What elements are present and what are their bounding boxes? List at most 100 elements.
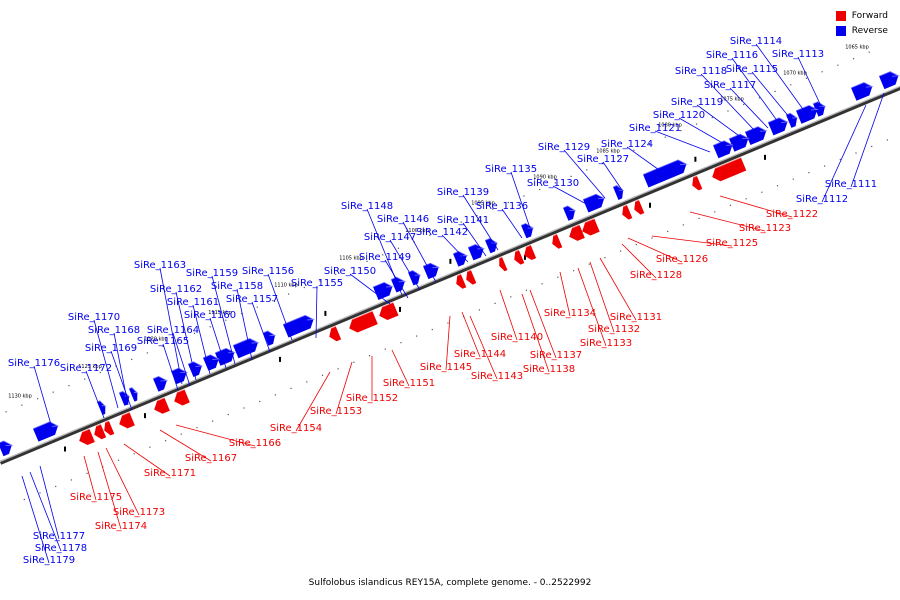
reverse-gene-label[interactable]: SiRe_1156 [242, 266, 294, 277]
reverse-gene-label[interactable]: SiRe_1168 [88, 325, 140, 336]
forward-gene-label[interactable]: SiRe_1144 [454, 349, 506, 360]
reverse-gene-label[interactable]: SiRe_1160 [184, 310, 236, 321]
forward-gene[interactable] [550, 233, 563, 250]
reverse-gene[interactable] [282, 313, 316, 338]
forward-gene[interactable] [92, 423, 107, 441]
forward-gene[interactable] [172, 389, 190, 407]
forward-gene[interactable] [327, 326, 342, 343]
forward-gene-label[interactable]: SiRe_1134 [544, 308, 596, 319]
legend-item-reverse[interactable]: Reverse [835, 23, 888, 38]
reverse-gene-label[interactable]: SiRe_1159 [186, 268, 238, 279]
forward-gene[interactable] [580, 218, 600, 238]
forward-gene-label[interactable]: SiRe_1151 [383, 378, 435, 389]
reverse-gene-label[interactable]: SiRe_1119 [671, 97, 723, 108]
reverse-gene-label[interactable]: SiRe_1162 [150, 284, 202, 295]
forward-gene-label[interactable]: SiRe_1140 [491, 332, 543, 343]
forward-gene-label[interactable]: SiRe_1171 [144, 468, 196, 479]
reverse-gene-label[interactable]: SiRe_1170 [68, 312, 120, 323]
reverse-gene-label[interactable]: SiRe_1127 [577, 154, 629, 165]
forward-gene-label[interactable]: SiRe_1138 [523, 364, 575, 375]
reverse-gene[interactable] [214, 346, 237, 366]
reverse-gene[interactable] [232, 336, 261, 359]
reverse-gene-label[interactable]: SiRe_1161 [167, 297, 219, 308]
reverse-gene-label[interactable]: SiRe_1146 [377, 214, 429, 225]
forward-gene[interactable] [102, 420, 115, 437]
legend-item-forward[interactable]: Forward [835, 8, 888, 23]
forward-gene-label[interactable]: SiRe_1123 [739, 223, 791, 234]
forward-gene[interactable] [77, 428, 95, 447]
forward-gene-label[interactable]: SiRe_1153 [310, 406, 362, 417]
reverse-gene-label[interactable]: SiRe_1118 [675, 66, 727, 77]
reverse-gene-label[interactable]: SiRe_1139 [437, 187, 489, 198]
reverse-gene-label[interactable]: SiRe_1111 [825, 179, 877, 190]
reverse-gene[interactable] [562, 204, 578, 221]
reverse-gene-label[interactable]: SiRe_1179 [23, 555, 75, 566]
forward-gene-label[interactable]: SiRe_1143 [471, 371, 523, 382]
forward-gene-label[interactable]: SiRe_1173 [113, 507, 165, 518]
reverse-gene-label[interactable]: SiRe_1142 [416, 227, 468, 238]
forward-gene[interactable] [620, 204, 633, 221]
forward-gene-label[interactable]: SiRe_1122 [766, 209, 818, 220]
reverse-gene[interactable] [812, 100, 828, 117]
forward-gene-label[interactable]: SiRe_1126 [656, 254, 708, 265]
forward-gene-label[interactable]: SiRe_1175 [70, 492, 122, 503]
forward-gene-label[interactable]: SiRe_1132 [588, 324, 640, 335]
reverse-gene[interactable] [407, 269, 423, 286]
reverse-gene[interactable] [372, 280, 395, 300]
forward-gene[interactable] [497, 256, 508, 272]
forward-gene-label[interactable]: SiRe_1137 [530, 350, 582, 361]
forward-gene-label[interactable]: SiRe_1167 [185, 453, 237, 464]
forward-gene[interactable] [522, 244, 537, 262]
reverse-gene[interactable] [484, 237, 500, 254]
forward-gene[interactable] [377, 302, 399, 323]
reverse-gene-label[interactable]: SiRe_1164 [147, 325, 199, 336]
forward-gene-label[interactable]: SiRe_1128 [630, 270, 682, 281]
reverse-gene-label[interactable]: SiRe_1130 [527, 178, 579, 189]
reverse-gene-label[interactable]: SiRe_1155 [291, 278, 343, 289]
reverse-gene[interactable] [582, 192, 607, 213]
reverse-gene-label[interactable]: SiRe_1147 [364, 232, 416, 243]
reverse-gene-label[interactable]: SiRe_1172 [60, 363, 112, 374]
reverse-gene[interactable] [128, 386, 140, 402]
reverse-gene[interactable] [767, 116, 790, 136]
forward-gene[interactable] [464, 269, 477, 286]
forward-gene[interactable] [152, 397, 170, 416]
reverse-gene-label[interactable]: SiRe_1135 [485, 164, 537, 175]
forward-gene-label[interactable]: SiRe_1166 [229, 438, 281, 449]
reverse-gene[interactable] [0, 439, 15, 457]
reverse-gene[interactable] [744, 124, 769, 145]
forward-gene-label[interactable]: SiRe_1125 [706, 238, 758, 249]
reverse-gene-label[interactable]: SiRe_1177 [33, 531, 85, 542]
reverse-gene-label[interactable]: SiRe_1150 [324, 266, 376, 277]
reverse-gene-label[interactable]: SiRe_1149 [359, 252, 411, 263]
forward-gene[interactable] [454, 273, 467, 290]
reverse-gene-label[interactable]: SiRe_1129 [538, 142, 590, 153]
forward-gene-label[interactable]: SiRe_1154 [270, 423, 322, 434]
reverse-gene-label[interactable]: SiRe_1148 [341, 201, 393, 212]
reverse-gene-label[interactable]: SiRe_1115 [726, 64, 778, 75]
reverse-gene[interactable] [712, 138, 735, 159]
reverse-gene-label[interactable]: SiRe_1120 [653, 110, 705, 121]
reverse-gene[interactable] [850, 80, 875, 101]
forward-gene[interactable] [347, 310, 378, 335]
forward-gene-label[interactable]: SiRe_1174 [95, 521, 147, 532]
reverse-gene-label[interactable]: SiRe_1178 [35, 543, 87, 554]
forward-gene[interactable] [710, 157, 747, 184]
reverse-gene-label[interactable]: SiRe_1157 [226, 294, 278, 305]
reverse-gene[interactable] [262, 329, 278, 346]
forward-gene[interactable] [632, 199, 645, 216]
reverse-gene-label[interactable]: SiRe_1165 [137, 336, 189, 347]
reverse-gene[interactable] [642, 158, 689, 188]
forward-gene[interactable] [690, 175, 703, 192]
reverse-gene-label[interactable]: SiRe_1158 [211, 281, 263, 292]
reverse-gene[interactable] [152, 374, 169, 392]
reverse-gene[interactable] [187, 360, 204, 378]
reverse-gene[interactable] [96, 400, 108, 415]
forward-gene[interactable] [567, 224, 585, 243]
reverse-gene-label[interactable]: SiRe_1116 [706, 50, 758, 61]
forward-gene-label[interactable]: SiRe_1152 [346, 393, 398, 404]
reverse-gene-label[interactable]: SiRe_1113 [772, 49, 824, 60]
reverse-gene-label[interactable]: SiRe_1169 [85, 343, 137, 354]
reverse-gene[interactable] [202, 353, 221, 371]
reverse-gene[interactable] [467, 242, 486, 261]
